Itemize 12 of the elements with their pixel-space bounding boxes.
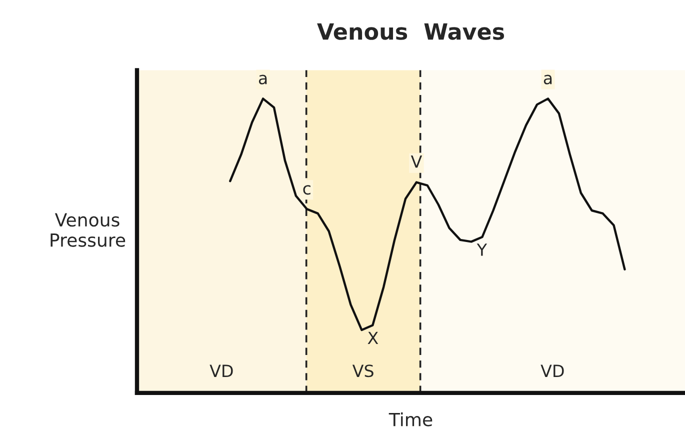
x-axis-title: Time: [388, 412, 432, 426]
annotation: VD: [540, 364, 564, 377]
annotation: Y: [476, 244, 488, 256]
annotation: c: [303, 185, 310, 195]
chart-title: Venous Waves: [317, 23, 504, 40]
text: Venous Pressure: [50, 213, 126, 247]
annotation: a: [258, 74, 267, 84]
annotation: VS: [352, 364, 374, 378]
annotation: a: [544, 74, 552, 84]
annotation: VD: [210, 364, 233, 377]
annotation: X: [368, 332, 378, 344]
annotation: V: [410, 156, 422, 168]
